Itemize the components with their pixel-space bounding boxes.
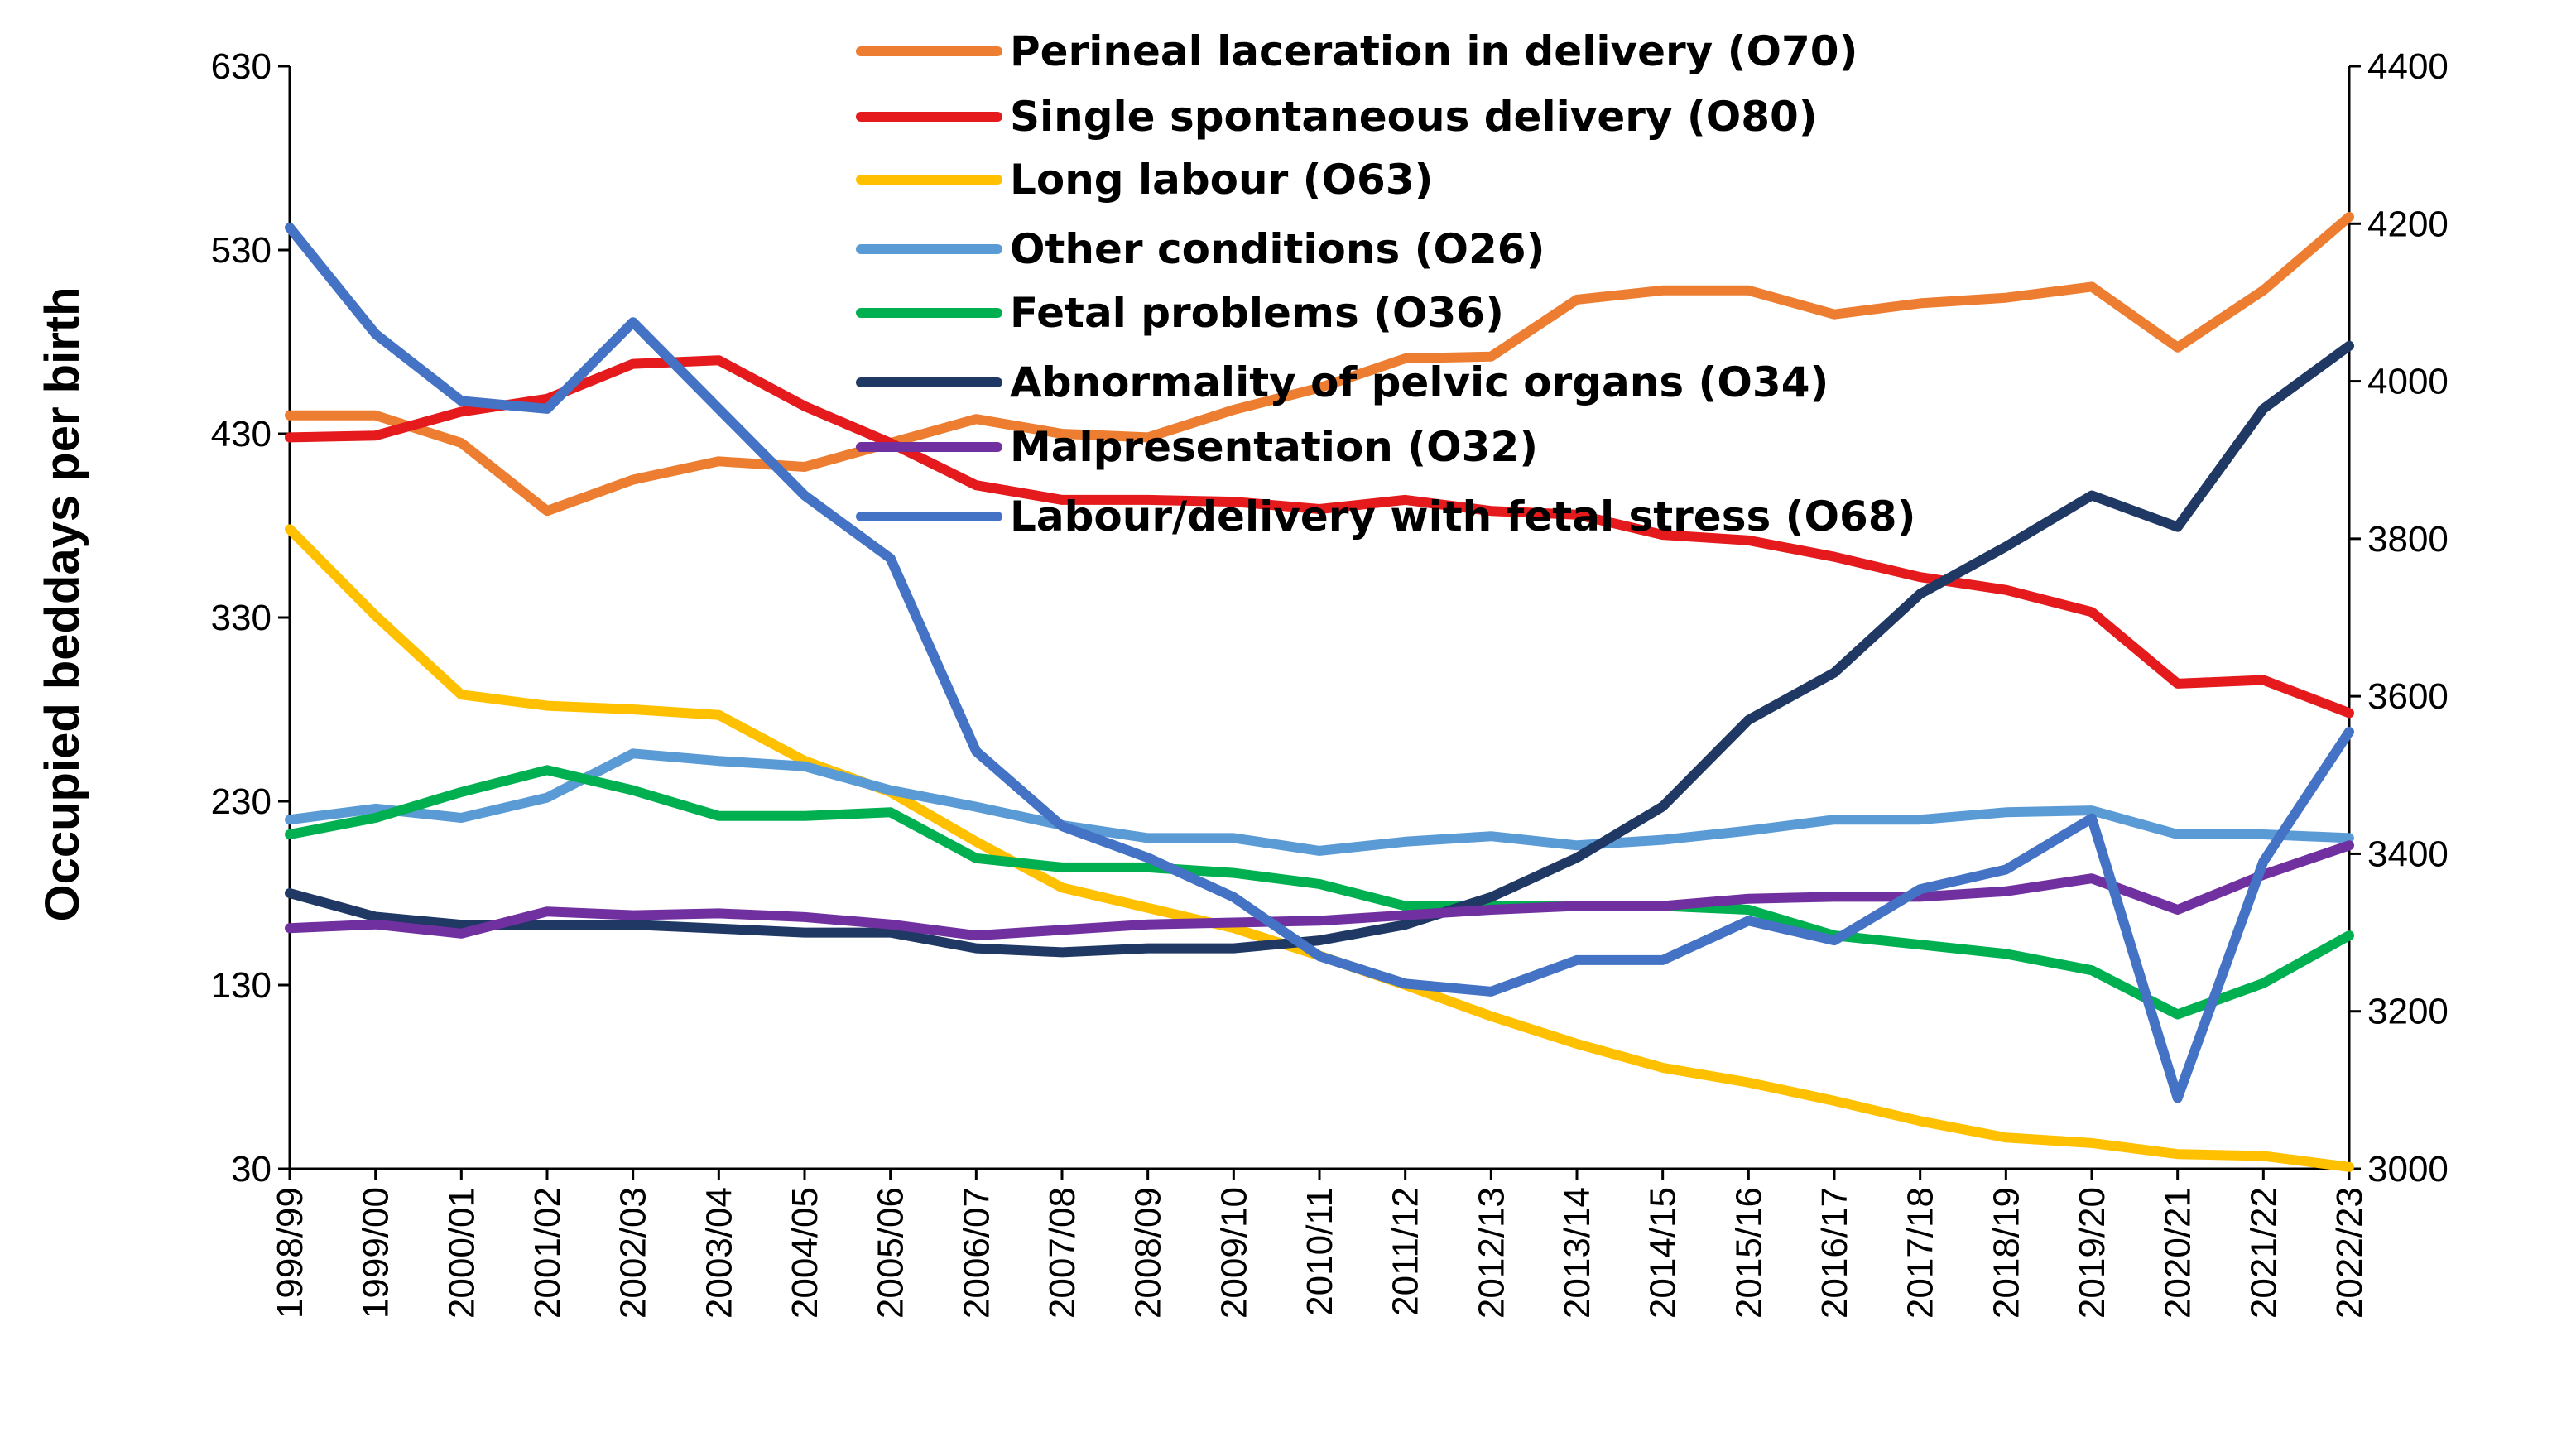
legend-label-6: Abnormality of pelvic organs (O34): [1010, 358, 1829, 406]
x-tick-label: 2002/03: [613, 1187, 654, 1319]
y-axis-label: Occupied beddays per birth: [36, 286, 89, 921]
series-lines: [285, 212, 2354, 1172]
x-tick-label: 2018/19: [1986, 1187, 2026, 1319]
x-ticks: 1998/99 1999/00 2000/01 2001/02 2002/03 2003/…: [270, 1169, 2370, 1319]
x-tick-label: 2020/21: [2158, 1187, 2199, 1319]
x-tick-label: 2019/20: [2072, 1187, 2112, 1319]
legend-label-3: Long labour (O63): [1010, 156, 1433, 204]
left-tick-label: 130: [211, 965, 272, 1006]
x-tick-label: 2014/15: [1643, 1187, 1684, 1319]
x-tick-label: 2004/05: [785, 1187, 825, 1319]
x-tick-label: 2003/04: [699, 1187, 739, 1319]
series-line-2: [285, 355, 2354, 718]
right-tick-label: 3800: [2367, 519, 2449, 560]
right-y-ticks: 3000 3200 3400 3600 3800 4000 4200 4400: [2349, 46, 2449, 1189]
right-tick-label: 4400: [2367, 46, 2449, 87]
left-tick-label: 530: [211, 230, 272, 271]
x-tick-label: 1999/00: [356, 1187, 396, 1319]
left-y-ticks: 30 130 230 330 430 530 630: [211, 46, 290, 1189]
x-tick-label: 2013/14: [1557, 1187, 1598, 1319]
legend-label-4: Other conditions (O26): [1010, 225, 1545, 273]
x-tick-label: 2015/16: [1728, 1187, 1769, 1319]
x-tick-label: 2010/11: [1300, 1187, 1340, 1316]
x-tick-label: 2005/06: [871, 1187, 911, 1319]
x-tick-label: 1998/99: [270, 1187, 310, 1319]
x-tick-label: 2008/09: [1128, 1187, 1169, 1319]
x-tick-label: 2000/01: [441, 1187, 482, 1319]
left-tick-label: 630: [211, 46, 272, 87]
series-line-7: [285, 840, 2354, 941]
right-tick-label: 3600: [2367, 676, 2449, 717]
legend-label-5: Fetal problems (O36): [1010, 289, 1504, 337]
x-tick-label: 2001/02: [527, 1187, 568, 1319]
right-tick-label: 3200: [2367, 992, 2449, 1032]
x-tick-label: 2007/08: [1042, 1187, 1083, 1319]
series-line-4: [285, 748, 2354, 856]
right-tick-label: 4000: [2367, 362, 2449, 402]
series-line-1: [285, 212, 2354, 517]
series-line-5: [285, 765, 2354, 1020]
legend-label-7: Malpresentation (O32): [1010, 423, 1538, 471]
left-tick-label: 430: [211, 414, 272, 454]
left-tick-label: 330: [211, 598, 272, 638]
legend: Perineal laceration in delivery (O70) Sin…: [856, 27, 1915, 541]
series-line-6: [285, 340, 2354, 958]
right-tick-label: 4200: [2367, 204, 2449, 244]
x-tick-label: 2009/10: [1214, 1187, 1254, 1319]
x-tick-label: 2017/18: [1901, 1187, 1941, 1319]
series-line-8: [285, 223, 2354, 1103]
left-tick-label: 230: [211, 781, 272, 822]
x-tick-label: 2012/13: [1471, 1187, 1511, 1319]
x-tick-label: 2006/07: [956, 1187, 997, 1319]
x-tick-label: 2021/22: [2243, 1187, 2284, 1319]
legend-label-2: Single spontaneous delivery (O80): [1010, 93, 1818, 141]
legend-label-1: Perineal laceration in delivery (O70): [1010, 27, 1858, 75]
x-tick-label: 2022/23: [2329, 1187, 2370, 1319]
legend-label-8: Labour/delivery with fetal stress (O68): [1010, 493, 1915, 541]
x-tick-label: 2011/12: [1386, 1187, 1426, 1316]
right-tick-label: 3000: [2367, 1149, 2449, 1189]
left-tick-label: 30: [231, 1149, 272, 1189]
right-tick-label: 3400: [2367, 834, 2449, 874]
x-tick-label: 2016/17: [1814, 1187, 1855, 1319]
